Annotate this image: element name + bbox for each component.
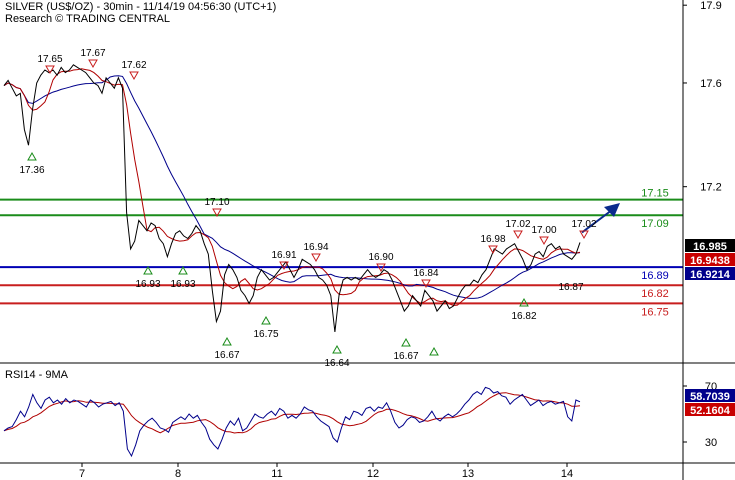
x-tick-label: 14 [561, 468, 573, 480]
x-tick-label: 8 [175, 468, 181, 480]
level-label: 16.89 [641, 270, 669, 282]
x-tick-label: 13 [462, 468, 474, 480]
y-tick-label: 17.6 [700, 78, 721, 90]
low-label: 16.67 [214, 350, 239, 361]
slow-ma-badge-bg [685, 267, 735, 280]
chart-title: SILVER (US$/OZ) - 30min - 11/14/19 04:56… [5, 1, 277, 13]
last-price-badge: 16.985 [693, 241, 727, 253]
last-price-badge-bg [685, 239, 735, 252]
high-label: 17.67 [80, 48, 105, 59]
rsi-ma-line [3, 392, 581, 434]
level-label: 16.82 [641, 288, 669, 300]
slow-ma-badge: 16.9214 [690, 269, 731, 281]
low-marker [332, 344, 342, 354]
low-label: 16.93 [135, 279, 160, 290]
high-label: 16.90 [368, 252, 393, 263]
low-marker [401, 337, 411, 347]
high-label: 17.62 [121, 60, 146, 71]
high-marker [513, 230, 523, 240]
high-marker [129, 71, 139, 81]
high-marker [421, 279, 431, 289]
low-marker [222, 336, 232, 346]
level-label: 17.09 [641, 218, 669, 230]
rsi-ma-badge: 52.1604 [690, 405, 731, 417]
x-tick-label: 12 [367, 468, 379, 480]
rsi-value-badge: 58.7039 [690, 391, 730, 403]
x-tick-label: 7 [79, 468, 85, 480]
rsi-title: RSI14 - 9MA [5, 369, 69, 381]
high-label: 17.02 [505, 219, 530, 230]
high-label: 16.98 [480, 234, 505, 245]
low-marker [261, 315, 271, 325]
high-label: 16.84 [413, 268, 438, 279]
high-marker [279, 261, 289, 271]
high-label: 16.94 [303, 242, 328, 253]
high-marker [376, 263, 386, 273]
high-label: 17.02 [571, 219, 596, 230]
fast-ma-badge: 16.9438 [690, 255, 730, 267]
low-label: 16.75 [253, 329, 278, 340]
low-label: 16.87 [558, 282, 583, 293]
low-marker [27, 151, 37, 161]
rsi-ma-badge-bg [685, 403, 735, 416]
slow-moving-average-line [3, 75, 581, 299]
high-marker [212, 208, 222, 218]
low-label: 16.93 [170, 279, 195, 290]
low-label: 16.67 [393, 351, 418, 362]
high-marker [579, 230, 589, 240]
low-marker [143, 265, 153, 275]
y-tick-label: 17.9 [700, 0, 721, 12]
forecast-arrow-line [581, 209, 613, 234]
low-marker [429, 346, 439, 356]
low-label: 17.36 [19, 165, 44, 176]
high-marker [311, 253, 321, 263]
chart-source: Research © TRADING CENTRAL [5, 13, 170, 25]
high-marker [88, 59, 98, 69]
high-marker [539, 236, 549, 246]
fast-ma-badge-bg [685, 253, 735, 266]
high-label: 17.10 [204, 197, 229, 208]
high-marker [488, 245, 498, 255]
rsi-value-badge-bg [685, 389, 735, 402]
low-marker [519, 297, 529, 307]
low-marker [178, 265, 188, 275]
low-label: 16.82 [511, 311, 536, 322]
price-line [3, 64, 581, 332]
high-label: 17.65 [37, 54, 62, 65]
forecast-arrow-head [604, 203, 620, 217]
high-label: 17.00 [531, 225, 556, 236]
rsi-line [3, 386, 581, 458]
level-label: 17.15 [641, 188, 669, 200]
fast-moving-average-line [3, 68, 581, 307]
y-tick-label: 17.2 [700, 182, 721, 194]
level-label: 16.75 [641, 306, 669, 318]
high-marker [45, 65, 55, 75]
high-label: 16.91 [271, 250, 296, 261]
rsi-y-tick-label: 30 [705, 437, 717, 449]
x-tick-label: 11 [271, 468, 282, 480]
